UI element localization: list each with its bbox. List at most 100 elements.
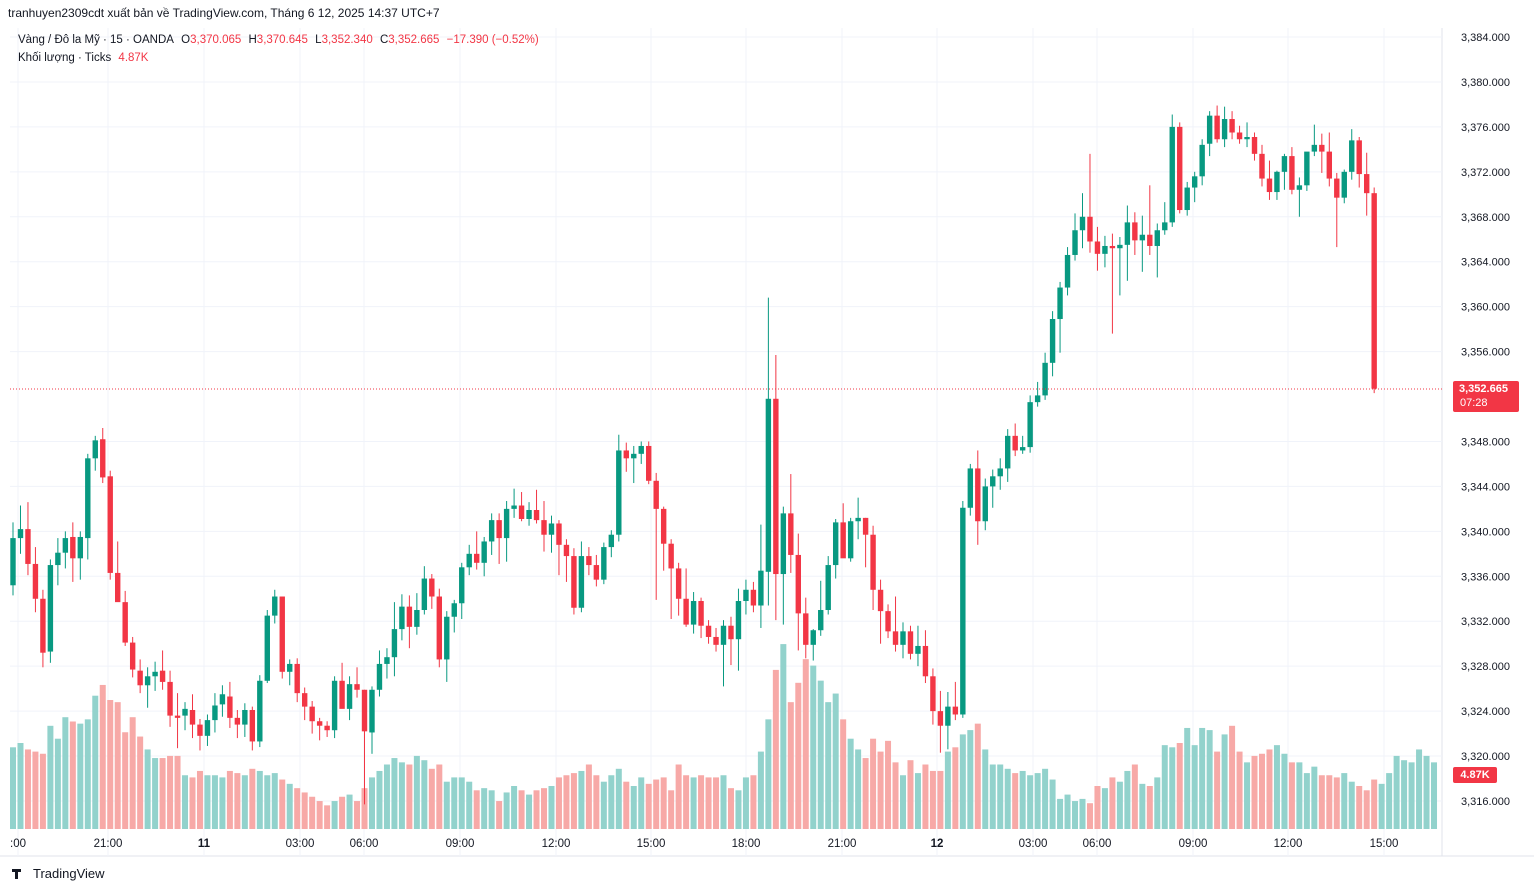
volume-bar xyxy=(952,747,959,829)
volume-bar xyxy=(765,719,772,829)
last-price-value: 3,352.665 xyxy=(1459,383,1508,395)
candle-body xyxy=(1139,234,1146,241)
volume-bar xyxy=(92,695,99,829)
candle-body xyxy=(683,598,689,625)
volume-bar xyxy=(570,773,577,829)
volume-bar xyxy=(264,775,271,829)
candle-body xyxy=(1042,362,1048,396)
candle-body xyxy=(361,689,368,732)
candle-body xyxy=(159,670,166,682)
candle-body xyxy=(571,556,577,608)
candle-body xyxy=(578,556,585,608)
candle-body xyxy=(818,610,824,631)
volume-bar xyxy=(286,783,293,829)
candle-body xyxy=(1259,153,1265,179)
volume-bar xyxy=(129,717,136,829)
volume-bar xyxy=(1154,777,1161,829)
candle-body xyxy=(1281,156,1288,172)
candle-body xyxy=(257,680,263,742)
candle-body xyxy=(548,523,555,535)
volume-indicator-label[interactable]: Khối lượng · Ticks xyxy=(18,52,112,64)
candle-body xyxy=(705,625,712,637)
candle-body xyxy=(810,630,816,645)
volume-bar xyxy=(638,777,645,829)
candle-body xyxy=(55,552,61,566)
volume-bar xyxy=(1072,801,1079,829)
volume-bar xyxy=(1378,783,1385,829)
volume-bar xyxy=(1393,755,1400,829)
volume-bar xyxy=(1214,751,1221,829)
candle-body xyxy=(541,520,547,535)
volume-bar xyxy=(376,770,383,829)
x-tick-label: 21:00 xyxy=(94,838,123,850)
volume-bar xyxy=(1401,760,1408,829)
candle-body xyxy=(795,554,801,614)
x-tick-label: 15:00 xyxy=(1370,838,1399,850)
candle-body xyxy=(765,398,772,572)
x-tick-label: 03:00 xyxy=(286,838,315,850)
footer-brand[interactable]: TradingView xyxy=(12,866,105,881)
volume-value: 4.87K xyxy=(118,52,149,64)
candle-body xyxy=(601,547,607,580)
volume-bar xyxy=(1371,779,1378,829)
candle-body xyxy=(1349,140,1355,172)
candle-body xyxy=(1102,245,1108,254)
symbol-label[interactable]: Vàng / Đô la Mỹ · 15 · OANDA xyxy=(18,34,174,46)
volume-bar xyxy=(937,770,944,829)
volume-bar xyxy=(630,786,637,829)
volume-bar xyxy=(660,777,667,829)
candle-body xyxy=(1154,230,1160,246)
candle-body xyxy=(1221,119,1228,140)
candle-body xyxy=(1094,241,1101,254)
volume-bar xyxy=(368,777,375,829)
volume-bar xyxy=(451,777,458,829)
x-tick-label: 11 xyxy=(198,838,211,850)
candle-body xyxy=(922,645,929,677)
y-tick-label: 3,340.000 xyxy=(1461,526,1510,538)
candle-body xyxy=(331,680,338,731)
volume-bar xyxy=(383,764,390,829)
candle-body xyxy=(1064,254,1071,288)
candle-body xyxy=(324,725,330,731)
candle-body xyxy=(907,631,914,654)
candle-body xyxy=(473,553,480,563)
candle-body xyxy=(70,536,76,559)
x-tick-label: 09:00 xyxy=(1179,838,1208,850)
candle-body xyxy=(1169,126,1175,223)
candle-body xyxy=(294,663,300,694)
volume-bar xyxy=(967,730,974,829)
volume-bar xyxy=(914,773,921,829)
volume-bar xyxy=(1348,781,1355,829)
candle-body xyxy=(354,684,360,690)
y-tick-label: 3,324.000 xyxy=(1461,706,1510,718)
volume-bar xyxy=(271,773,278,829)
candle-body xyxy=(406,606,413,627)
candle-body xyxy=(1236,132,1243,140)
x-tick-label: :00 xyxy=(10,838,26,850)
candle-body xyxy=(249,709,256,742)
volume-bar xyxy=(608,775,615,829)
volume-bar xyxy=(675,764,682,829)
candle-body xyxy=(1027,402,1033,448)
candle-body xyxy=(129,642,136,670)
candle-body xyxy=(1162,222,1168,231)
volume-bar xyxy=(877,751,884,829)
candle-body xyxy=(713,636,719,645)
candle-body xyxy=(1124,222,1131,245)
candle-body xyxy=(638,445,644,454)
candle-body xyxy=(227,696,233,718)
volume-bar xyxy=(122,732,129,829)
volume-bar xyxy=(555,777,562,829)
volume-bar xyxy=(795,682,802,829)
volume-bar xyxy=(1303,773,1310,829)
candle-body xyxy=(309,706,315,722)
y-tick-label: 3,364.000 xyxy=(1461,257,1510,269)
candle-body xyxy=(115,572,121,603)
volume-bar xyxy=(1057,798,1064,829)
volume-bar xyxy=(668,790,675,829)
volume-bar xyxy=(331,801,338,829)
volume-bar xyxy=(406,764,413,829)
candle-body xyxy=(10,538,16,586)
volume-bar xyxy=(1251,755,1258,829)
